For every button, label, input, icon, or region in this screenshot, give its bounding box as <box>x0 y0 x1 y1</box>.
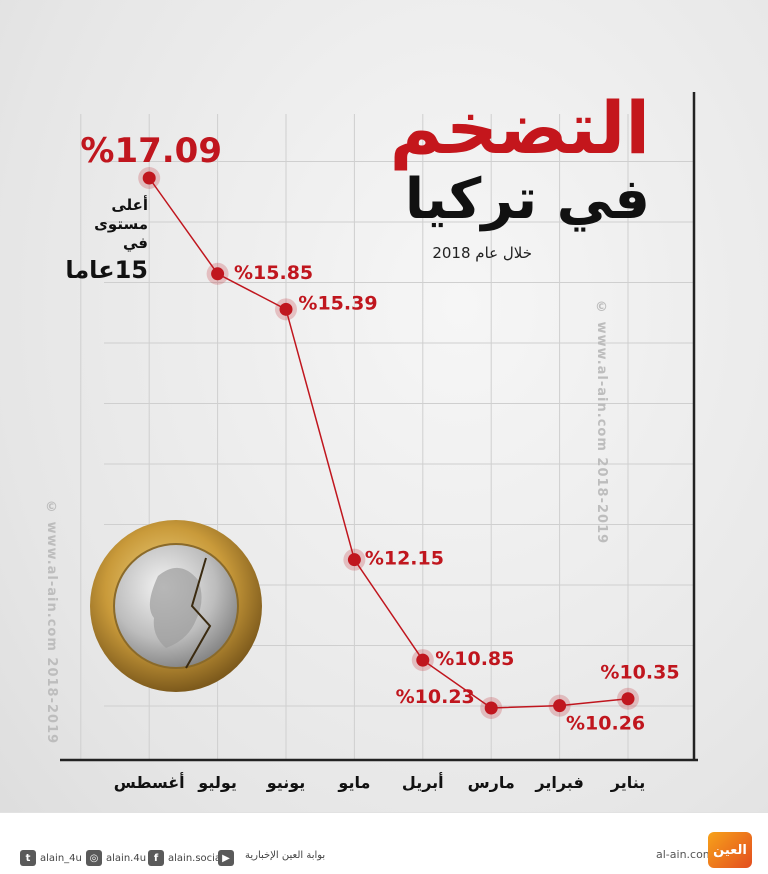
al-ain-logo: العين <box>708 832 752 868</box>
data-point <box>484 701 498 715</box>
facebook-handle: alain.social <box>168 852 224 864</box>
peak-annotation: أعلى مستوى في 15عاما <box>65 196 148 285</box>
period-label: خلال عام 2018 <box>432 244 532 262</box>
twitter-link[interactable]: t alain_4u <box>20 848 82 868</box>
x-tick-label: يناير <box>610 773 646 792</box>
data-label: %15.85 <box>234 262 313 284</box>
annotation-line-1: أعلى <box>111 196 148 214</box>
annotation-line-3: في <box>123 234 148 252</box>
x-tick-label: فبراير <box>534 773 583 792</box>
page-subtitle: في تركيا <box>404 167 650 232</box>
watermark-left: © www.al-ain.com 2018-2019 <box>44 500 59 745</box>
data-label: %10.85 <box>435 648 514 670</box>
x-tick-label: مايو <box>337 773 370 792</box>
instagram-link[interactable]: ◎ alain.4u <box>86 848 146 868</box>
youtube-icon: ▶ <box>218 850 234 866</box>
data-point <box>347 553 361 567</box>
x-tick-label: يوليو <box>197 773 237 792</box>
data-point <box>142 171 156 185</box>
facebook-icon: f <box>148 850 164 866</box>
data-label: %15.39 <box>298 292 377 314</box>
data-point <box>416 653 430 667</box>
page-title: التضخم <box>389 86 650 170</box>
footer-bar <box>0 812 768 874</box>
data-point <box>621 692 635 706</box>
data-label: %10.23 <box>396 686 475 708</box>
instagram-icon: ◎ <box>86 850 102 866</box>
x-tick-label: أبريل <box>402 772 444 792</box>
series-line <box>148 177 629 709</box>
data-label: %10.35 <box>600 662 679 684</box>
facebook-link[interactable]: f alain.social <box>148 848 224 868</box>
instagram-handle: alain.4u <box>106 852 147 864</box>
data-point <box>553 699 567 713</box>
data-point <box>279 302 293 316</box>
x-tick-label: أغسطس <box>114 772 185 792</box>
annotation-line-4: 15عاما <box>65 256 148 284</box>
watermark-right: © www.al-ain.com 2018-2019 <box>594 300 609 545</box>
data-label: %12.15 <box>365 548 444 570</box>
site-link[interactable]: al-ain.com <box>656 848 714 861</box>
turkish-lira-coin <box>90 520 262 692</box>
portal-name: بوابة العين الإخبارية <box>245 850 326 861</box>
x-tick-label: يونيو <box>266 773 306 792</box>
data-label: %17.09 <box>80 131 222 171</box>
youtube-link[interactable]: ▶ <box>218 848 238 868</box>
x-tick-label: مارس <box>468 773 515 792</box>
twitter-icon: t <box>20 850 36 866</box>
data-point <box>211 267 225 281</box>
data-label: %10.26 <box>566 713 645 735</box>
annotation-line-2: مستوى <box>94 215 148 233</box>
twitter-handle: alain_4u <box>40 852 82 864</box>
